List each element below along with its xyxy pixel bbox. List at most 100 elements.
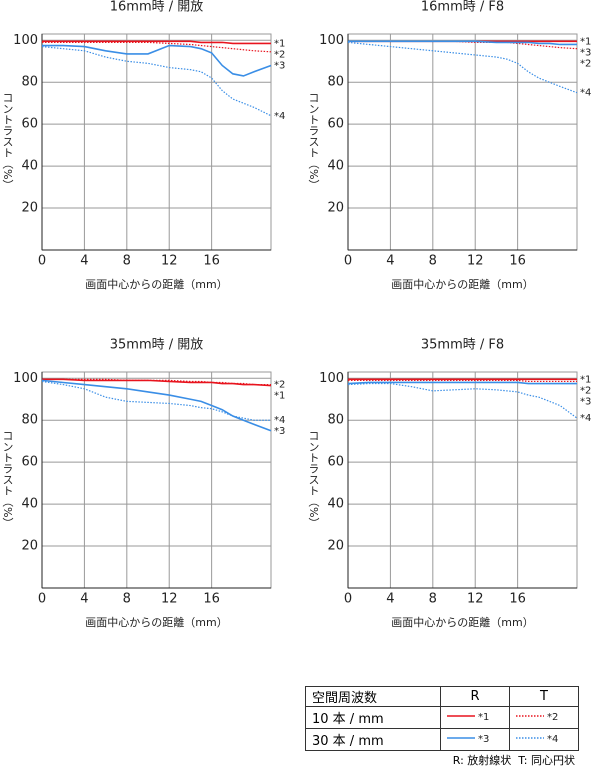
- x-tick-label: 0: [344, 254, 352, 269]
- x-tick-label: 0: [38, 254, 46, 269]
- series-line: [347, 382, 578, 419]
- series-line: [348, 40, 577, 46]
- legend-cell: *1: [440, 706, 510, 729]
- series-label: *1: [580, 374, 591, 385]
- y-axis-label: コントラスト（%）: [1, 92, 14, 190]
- x-tick-label: 12: [467, 254, 484, 269]
- y-tick-label: 60: [327, 455, 344, 470]
- series-line: [42, 41, 272, 53]
- y-axis-label: コントラスト（%）: [307, 92, 320, 190]
- chart-title: 16mm時 / 開放: [110, 0, 204, 15]
- series-label: *1: [274, 38, 285, 49]
- series-line: [42, 40, 271, 45]
- x-tick-label: 16: [203, 592, 220, 607]
- y-axis-label: コントラスト（%）: [1, 430, 14, 528]
- series-label: *3: [274, 60, 285, 71]
- series-line: [347, 381, 577, 385]
- series-label: *2: [274, 380, 285, 391]
- x-axis-label: 画面中心からの距離（mm）: [85, 615, 227, 629]
- y-tick-label: 40: [327, 159, 344, 174]
- legend-table: 空間周波数 R T 10 本 / mm *1 *2 30 本 / mm *3 *4: [305, 686, 579, 751]
- legend-sample: *1: [447, 712, 489, 723]
- series-label: *3: [274, 426, 285, 437]
- y-tick-label: 40: [327, 497, 344, 512]
- x-tick-label: 4: [386, 254, 394, 269]
- x-tick-label: 8: [429, 254, 437, 269]
- y-tick-label: 20: [21, 201, 38, 216]
- y-tick-label: 100: [319, 33, 344, 48]
- x-tick-label: 0: [38, 592, 46, 607]
- x-tick-label: 16: [509, 254, 526, 269]
- x-tick-label: 16: [203, 254, 220, 269]
- legend-cell: *3: [440, 728, 510, 751]
- series-label: *4: [274, 415, 285, 426]
- series-label: *1: [580, 36, 591, 47]
- y-tick-label: 100: [13, 371, 38, 386]
- y-tick-label: 20: [21, 539, 38, 554]
- legend-header: R: [440, 686, 510, 707]
- x-tick-label: 12: [467, 592, 484, 607]
- series-line: [41, 45, 272, 117]
- y-tick-label: 80: [327, 413, 344, 428]
- x-tick-label: 4: [80, 592, 88, 607]
- series-label: *4: [580, 413, 591, 424]
- series-line: [42, 378, 272, 387]
- y-axis-label: コントラスト（%）: [307, 430, 320, 528]
- x-tick-label: 8: [123, 592, 131, 607]
- x-axis-label: 画面中心からの距離（mm）: [85, 277, 227, 291]
- legend-row: 10 本 / mm: [305, 706, 441, 729]
- x-axis-label: 画面中心からの距離（mm）: [391, 615, 533, 629]
- chart-title: 35mm時 / 開放: [110, 338, 204, 353]
- series-line: [348, 40, 578, 50]
- series-label: *3: [580, 47, 591, 58]
- y-tick-label: 60: [21, 455, 38, 470]
- y-tick-label: 60: [327, 117, 344, 132]
- y-tick-label: 80: [327, 75, 344, 90]
- legend-label: *1: [478, 712, 489, 723]
- series-line: [42, 44, 272, 77]
- legend-cell: *2: [509, 706, 579, 729]
- legend-cell: *4: [509, 728, 579, 751]
- x-tick-label: 0: [344, 592, 352, 607]
- x-axis-label: 画面中心からの距離（mm）: [391, 277, 533, 291]
- y-tick-label: 100: [13, 33, 38, 48]
- x-tick-label: 12: [161, 592, 178, 607]
- x-tick-label: 4: [80, 254, 88, 269]
- series-line: [41, 380, 271, 421]
- legend-label: *3: [478, 734, 489, 745]
- plot-frame: [41, 371, 272, 589]
- legend-sample: *3: [447, 734, 489, 745]
- series-line: [348, 379, 577, 383]
- legend-header: T: [509, 686, 579, 707]
- y-tick-label: 20: [327, 539, 344, 554]
- legend-sample: *4: [516, 734, 558, 745]
- x-tick-label: 4: [386, 592, 394, 607]
- y-tick-label: 60: [21, 117, 38, 132]
- series-label: *4: [274, 111, 285, 122]
- plot-frame: [347, 371, 578, 589]
- y-tick-label: 20: [327, 201, 344, 216]
- series-label: *2: [580, 58, 591, 69]
- series-line: [42, 378, 271, 386]
- series-line: [41, 379, 272, 432]
- plot-frame: [347, 33, 578, 251]
- legend-label: *4: [547, 734, 558, 745]
- x-tick-label: 16: [509, 592, 526, 607]
- series-label: *2: [274, 49, 285, 60]
- series-line: [347, 41, 578, 94]
- legend-label: *2: [547, 712, 558, 723]
- y-tick-label: 100: [319, 371, 344, 386]
- x-tick-label: 8: [429, 592, 437, 607]
- legend-row: 30 本 / mm: [305, 728, 441, 751]
- series-label: *1: [274, 391, 285, 402]
- series-label: *3: [580, 396, 591, 407]
- y-tick-label: 80: [21, 75, 38, 90]
- y-tick-label: 40: [21, 497, 38, 512]
- legend-sample: *2: [516, 712, 558, 723]
- series-label: *2: [580, 385, 591, 396]
- legend-header: 空間周波数: [305, 686, 441, 707]
- series-label: *4: [580, 88, 591, 99]
- y-tick-label: 80: [21, 413, 38, 428]
- y-tick-label: 40: [21, 159, 38, 174]
